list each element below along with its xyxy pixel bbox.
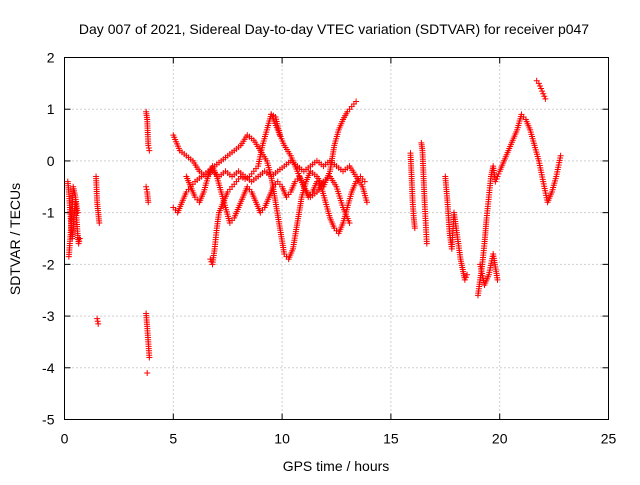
- data-point: [461, 276, 468, 283]
- data-point: [538, 85, 545, 92]
- x-tick-label: 0: [61, 431, 69, 447]
- data-point: [557, 152, 564, 159]
- data-point: [361, 178, 368, 185]
- data-point: [535, 80, 542, 87]
- data-points: [64, 77, 564, 376]
- data-point: [539, 88, 546, 95]
- data-point: [462, 274, 469, 281]
- y-axis-label: SDTVAR / TECUs: [7, 183, 23, 295]
- data-point: [145, 199, 152, 206]
- tick-labels: 0 5 10 15 20 25 -5 -4 -3 -2 -1 0 1 2: [42, 50, 616, 447]
- data-point: [536, 82, 543, 89]
- x-tick-label: 20: [492, 431, 508, 447]
- data-point: [96, 219, 103, 226]
- data-point: [75, 240, 82, 247]
- y-tick-label: -1: [42, 205, 55, 221]
- x-tick-label: 25: [601, 431, 617, 447]
- data-point: [542, 95, 549, 102]
- data-point: [143, 183, 150, 190]
- data-point: [493, 176, 500, 183]
- data-point: [94, 318, 101, 325]
- y-tick-label: -5: [42, 412, 55, 428]
- data-point: [494, 276, 501, 283]
- data-point: [492, 178, 499, 185]
- y-tick-label: -4: [42, 360, 55, 376]
- data-point: [146, 147, 153, 154]
- x-tick-label: 10: [274, 431, 290, 447]
- data-point: [363, 199, 370, 206]
- data-point: [146, 354, 153, 361]
- y-tick-label: -2: [42, 256, 55, 272]
- data-point: [76, 238, 83, 245]
- data-point: [346, 219, 353, 226]
- data-point: [411, 225, 418, 232]
- data-point: [540, 90, 547, 97]
- data-point: [143, 186, 150, 193]
- y-tick-label: 1: [47, 101, 55, 117]
- data-point: [353, 98, 360, 105]
- x-axis-label: GPS time / hours: [283, 458, 390, 474]
- data-point: [145, 145, 152, 151]
- data-point: [76, 235, 83, 242]
- x-tick-label: 5: [169, 431, 177, 447]
- y-tick-label: 0: [47, 153, 55, 169]
- plot-frame: [64, 57, 609, 420]
- data-point: [495, 170, 502, 177]
- chart-title: Day 007 of 2021, Sidereal Day-to-day VTE…: [79, 21, 589, 37]
- data-point: [95, 320, 102, 327]
- data-point: [145, 142, 152, 149]
- data-point: [423, 240, 430, 247]
- data-point: [494, 173, 501, 180]
- y-tick-label: -3: [42, 308, 55, 324]
- data-point: [94, 315, 101, 322]
- data-point: [74, 209, 81, 216]
- data-point: [144, 369, 151, 376]
- data-point: [464, 271, 471, 278]
- y-tick-label: 2: [47, 50, 55, 66]
- x-tick-label: 15: [383, 431, 399, 447]
- data-point: [541, 93, 548, 100]
